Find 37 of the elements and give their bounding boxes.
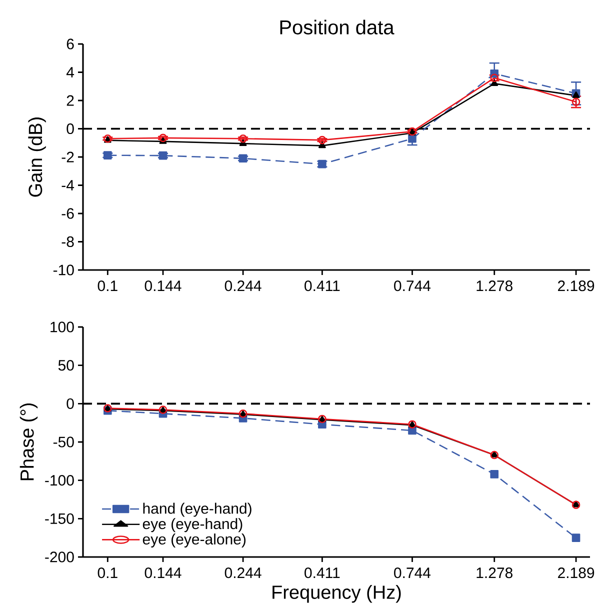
y-tick-label: -8 [62, 236, 74, 248]
y-axis-title: Gain (dB) [28, 118, 46, 197]
x-tick-label: 0.744 [394, 280, 431, 292]
x-tick-label: 0.1 [98, 568, 118, 578]
y-tick-label: 0 [66, 398, 74, 409]
legend-label: hand (eye-hand) [143, 502, 252, 517]
y-tick-label: -2 [62, 152, 74, 162]
y-tick-label: -100 [45, 475, 74, 486]
x-tick-label: 0.144 [144, 280, 182, 292]
legend-label: eye (eye-hand) [142, 518, 242, 532]
y-tick-label: -150 [45, 513, 74, 524]
y-tick-label: -50 [53, 436, 74, 448]
y-tick-label: 6 [66, 38, 74, 50]
x-tick-label: 0.411 [304, 280, 340, 292]
legend-label: eye (eye-alone) [142, 534, 246, 548]
x-tick-label: 2.189 [558, 568, 594, 578]
chart-title: Position data [280, 20, 394, 34]
y-tick-label: -200 [45, 552, 74, 562]
x-tick-label: 0.744 [394, 568, 431, 578]
y-tick-label: 4 [66, 67, 74, 78]
y-tick-label: -10 [53, 264, 74, 276]
x-tick-label: 0.244 [224, 568, 262, 578]
y-tick-label: -6 [62, 208, 74, 219]
y-axis-title: Phase (°) [20, 404, 38, 480]
y-tick-label: 0 [66, 123, 74, 134]
y-tick-label: 100 [50, 322, 74, 332]
x-tick-label: 2.189 [558, 280, 594, 292]
x-tick-label: 0.244 [224, 280, 262, 292]
y-tick-label: 2 [66, 95, 74, 106]
x-tick-label: 0.1 [98, 280, 118, 292]
x-tick-label: 1.278 [476, 280, 512, 292]
y-tick-label: -4 [62, 180, 74, 190]
x-axis-title: Frequency (Hz) [272, 585, 401, 603]
y-tick-label: 50 [58, 360, 74, 371]
x-tick-label: 0.411 [304, 568, 340, 578]
x-tick-label: 0.144 [144, 568, 182, 578]
x-tick-label: 1.278 [476, 568, 512, 578]
